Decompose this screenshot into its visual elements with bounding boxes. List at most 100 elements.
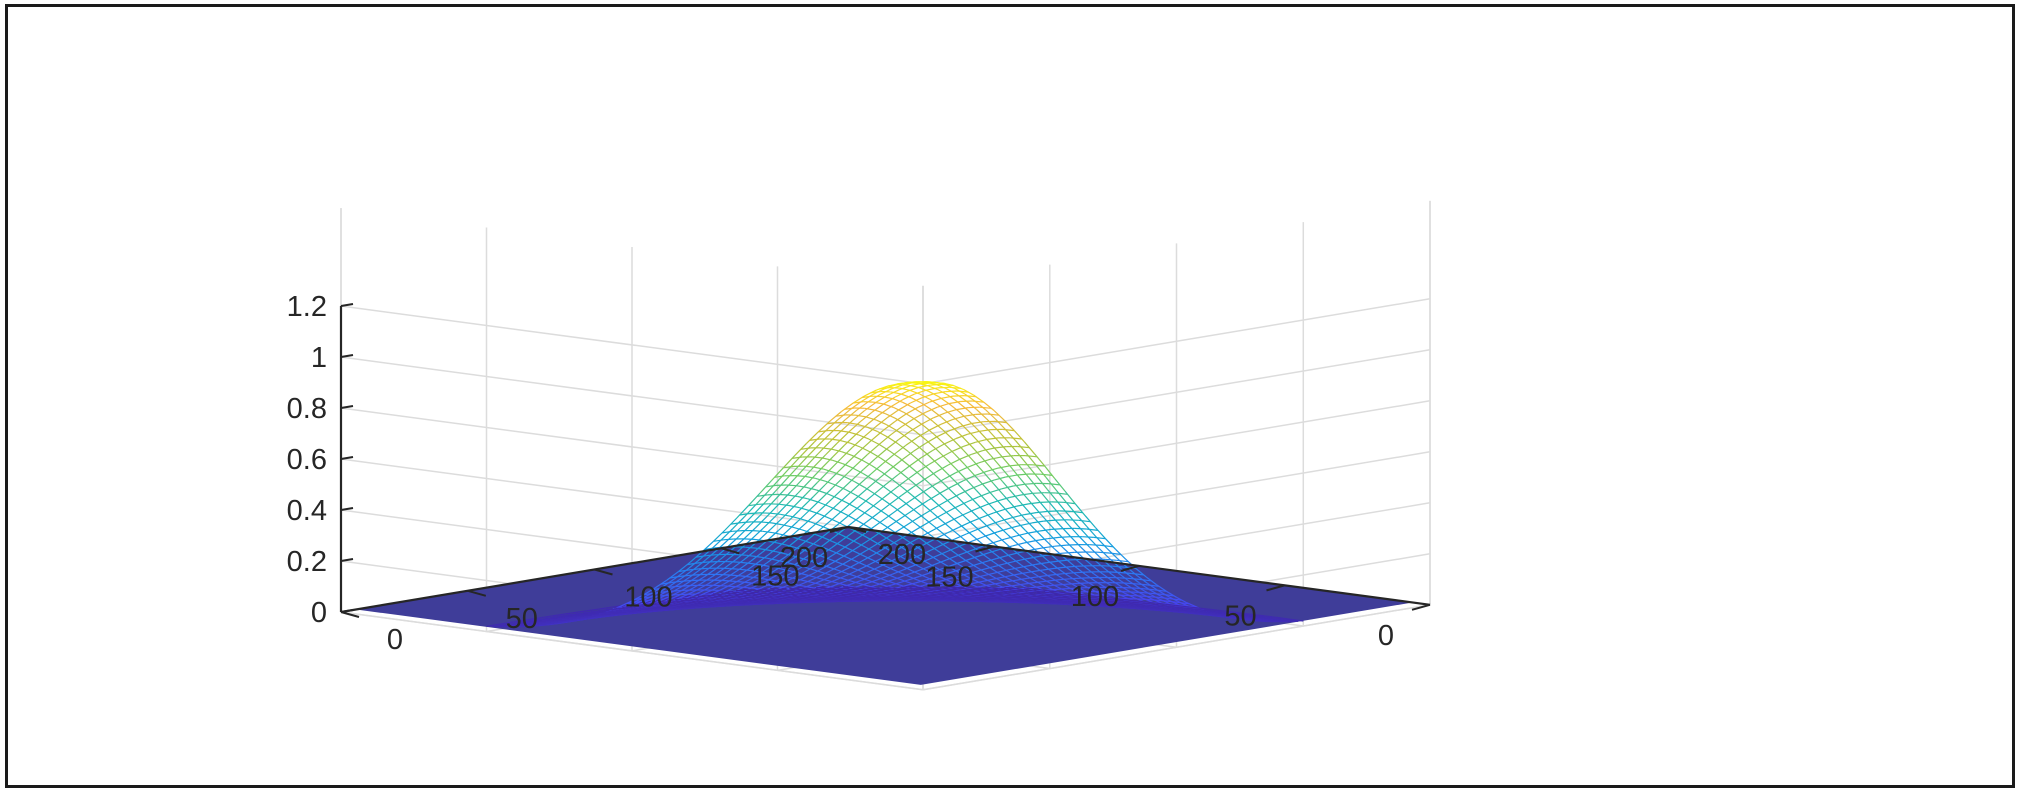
surface-mesh-line-x: [968, 420, 980, 432]
surface-mesh-line-y: [993, 538, 1005, 544]
surface-mesh-line-y: [781, 505, 795, 519]
surface-mesh-line-y: [836, 597, 849, 600]
surface-mesh-line-y: [997, 527, 1009, 533]
surface-mesh-line-x: [963, 388, 974, 396]
surface-mesh-line-y: [962, 475, 976, 482]
surface-mesh-line-x: [856, 576, 868, 581]
surface-mesh-line-y: [788, 560, 802, 569]
surface-mesh-line-x: [765, 484, 777, 488]
surface-mesh-line-x: [1051, 525, 1063, 538]
surface-mesh-line-x: [1046, 559, 1058, 569]
surface-mesh-line-y: [881, 522, 894, 532]
surface-mesh-line-x: [769, 573, 781, 577]
x-tick-mark: [1120, 564, 1140, 572]
surface-mesh-line-x: [1147, 582, 1158, 591]
surface-mesh-line-y: [913, 597, 926, 600]
surface-mesh-line-y: [805, 596, 818, 599]
surface-mesh-line-y: [1113, 601, 1126, 604]
surface-mesh-line-y: [1127, 591, 1140, 593]
surface-mesh-line-x: [935, 538, 946, 547]
surface-mesh-line-y: [982, 479, 995, 485]
surface-mesh-line-y: [674, 569, 687, 580]
surface-mesh-line-y: [1206, 611, 1219, 614]
surface-mesh-line-y: [1008, 524, 1021, 529]
surface-mesh-line-y: [804, 512, 818, 525]
surface-mesh-line-y: [1066, 596, 1079, 599]
surface-mesh-line-y: [862, 458, 876, 470]
surface-mesh-line-y: [958, 587, 971, 590]
surface-mesh-line-y: [812, 590, 825, 593]
surface-mesh-line-y: [872, 570, 886, 577]
surface-mesh-line-y: [778, 597, 791, 600]
surface-mesh-line-x: [812, 456, 823, 459]
surface-mesh-line-x: [911, 570, 923, 577]
surface-mesh-line-y: [879, 406, 892, 416]
surface-mesh-line-x: [847, 422, 858, 425]
surface-mesh-line-y: [990, 456, 1003, 460]
surface-mesh-line-x: [890, 550, 901, 558]
surface-mesh-line-y: [732, 516, 745, 530]
surface-mesh-line-y: [542, 622, 555, 625]
surface-mesh-line-y: [1062, 551, 1075, 554]
surface-mesh-line-y: [920, 449, 934, 459]
surface-mesh-line-y: [1249, 618, 1262, 621]
surface-mesh-line-y: [1043, 593, 1056, 596]
surface-mesh-line-x: [991, 469, 1003, 482]
surface-mesh-line-y: [821, 429, 834, 443]
surface-mesh-line-y: [1027, 530, 1040, 534]
surface-mesh-line-y: [819, 569, 832, 577]
surface-mesh-line-y: [1169, 598, 1182, 601]
surface-mesh-line-y: [1008, 589, 1021, 592]
surface-mesh-line-y: [854, 587, 867, 590]
z-tick-mark: [340, 303, 354, 307]
surface-mesh-line-y: [1058, 591, 1071, 594]
surface-mesh-line-y: [1241, 615, 1254, 618]
surface-mesh-line-x: [1094, 580, 1106, 588]
surface-mesh-line-y: [813, 430, 827, 443]
surface-mesh-line-y: [1109, 552, 1121, 555]
surface-mesh-line-y: [928, 423, 942, 431]
surface-mesh-line-x: [874, 409, 886, 415]
surface-mesh-line-y: [770, 587, 782, 591]
surface-mesh-line-y: [1161, 602, 1174, 605]
surface-mesh-line-y: [1113, 604, 1126, 607]
surface-mesh-line-y: [906, 386, 919, 392]
surface-mesh-line-y: [716, 558, 729, 569]
surface-mesh-line-y: [1134, 595, 1147, 597]
surface-mesh-line-y: [1261, 619, 1273, 623]
surface-mesh-line-y: [930, 568, 943, 574]
surface-mesh-line-y: [971, 598, 983, 601]
surface-mesh-line-y: [839, 594, 852, 598]
surface-mesh-line-y: [847, 588, 859, 591]
surface-mesh-line-y: [793, 523, 806, 535]
surface-mesh-line-y: [1047, 536, 1060, 540]
surface-mesh-line-y: [627, 599, 640, 606]
surface-mesh-line-y: [919, 572, 932, 578]
surface-mesh-line-y: [922, 582, 935, 587]
surface-mesh-line-y: [898, 402, 911, 411]
surface-mesh-line-y: [885, 474, 899, 485]
surface-mesh-line-y: [1039, 591, 1052, 594]
surface-mesh-line-y: [855, 593, 867, 596]
surface-mesh-line-y: [694, 598, 706, 601]
x-tick-label: 100: [1071, 581, 1119, 613]
surface-mesh-line-y: [701, 597, 714, 600]
surface-mesh-line-y: [1032, 520, 1044, 524]
surface-mesh-line-y: [841, 402, 854, 412]
surface-mesh-line-x: [829, 438, 840, 441]
surface-mesh-line-y: [778, 491, 791, 505]
surface-mesh-line-y: [1230, 616, 1242, 619]
surface-mesh-line-x: [752, 530, 763, 532]
surface-mesh-line-x: [1025, 452, 1037, 466]
surface-mesh-line-y: [811, 567, 824, 575]
surface-mesh-line-y: [967, 430, 980, 435]
surface-mesh-line-y: [895, 381, 908, 386]
surface-mesh-line-y: [883, 384, 896, 390]
surface-mesh-line-x: [786, 484, 797, 487]
surface-mesh-line-y: [702, 602, 714, 605]
surface-mesh-line-y: [1268, 619, 1281, 623]
surface-mesh-line-y: [1257, 618, 1269, 621]
surface-mesh-line-y: [639, 593, 652, 601]
surface-mesh-line-x: [1068, 525, 1080, 538]
surface-mesh-line-y: [1019, 571, 1032, 575]
